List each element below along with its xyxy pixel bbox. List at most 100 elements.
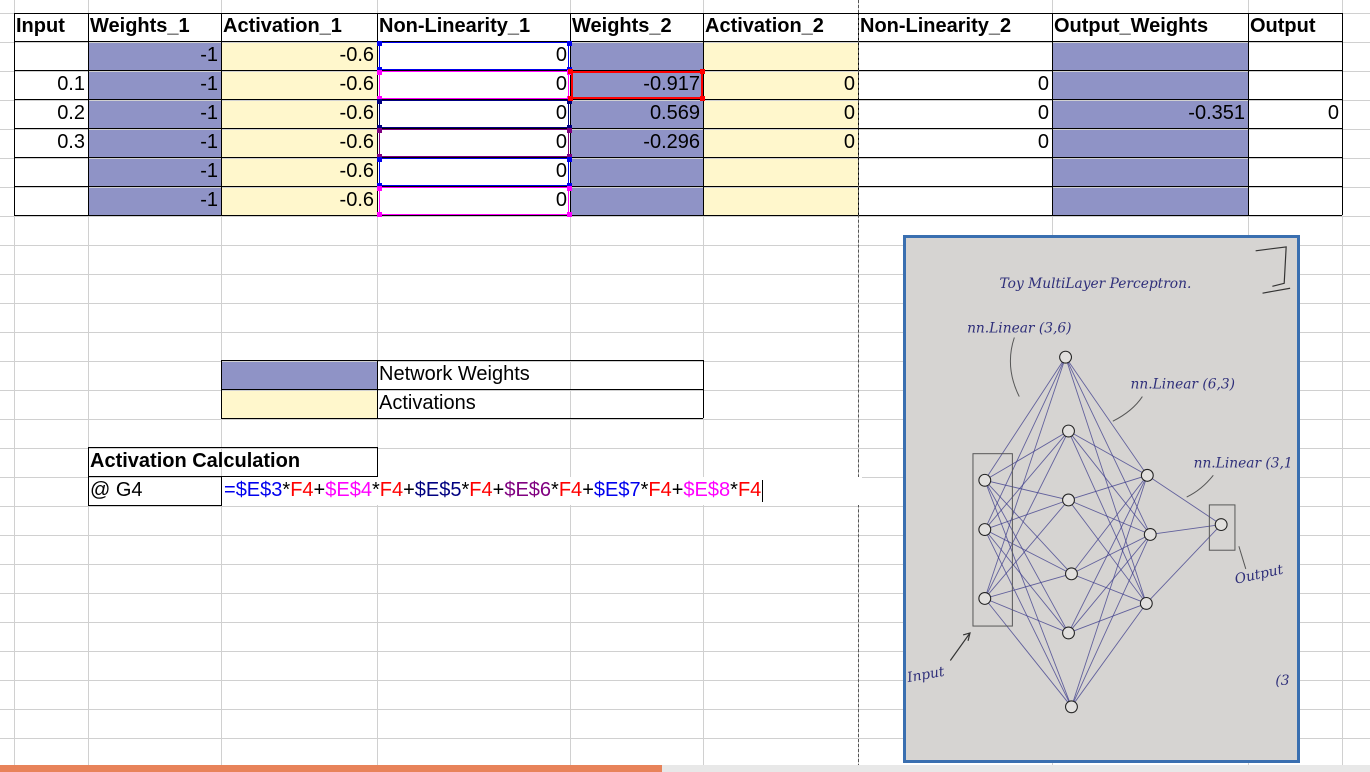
table-cell[interactable]: 0 — [555, 102, 567, 124]
column-header[interactable]: Non-Linearity_2 — [860, 15, 1012, 37]
connection-line — [1068, 499, 1147, 604]
table-cell[interactable]: 0 — [1037, 102, 1049, 124]
table-cell[interactable] — [1052, 42, 1248, 70]
perceptron-sketch-image[interactable]: Toy MultiLayer Perceptron. nn.Linear (3,6… — [903, 235, 1300, 763]
table-cell[interactable]: 0 — [843, 131, 855, 153]
table-cell[interactable] — [14, 158, 88, 186]
horizontal-scrollbar-track[interactable] — [0, 765, 1370, 772]
formula-token: F4 — [737, 479, 762, 501]
table-cell[interactable]: -0.351 — [1188, 102, 1245, 124]
table-cell[interactable]: 0 — [555, 189, 567, 211]
reference-highlight — [379, 187, 569, 215]
table-cell[interactable]: -0.917 — [643, 73, 700, 95]
table-cell[interactable]: -1 — [200, 44, 218, 66]
table-cell[interactable]: -0.6 — [339, 131, 374, 153]
connection-line — [1068, 499, 1151, 535]
table-cell[interactable] — [570, 42, 703, 70]
neuron-node — [1139, 596, 1153, 610]
reference-handle — [567, 99, 572, 104]
table-cell[interactable] — [14, 187, 88, 215]
connection-line — [1068, 430, 1151, 535]
output-weights-fill — [1052, 186, 1248, 215]
table-hborder — [14, 215, 1342, 216]
table-cell[interactable]: -1 — [200, 131, 218, 153]
table-cell[interactable] — [858, 158, 1052, 186]
formula-editor[interactable]: =$E$3*F4+$E$4*F4+$E$5*F4+$E$6*F4+$E$7*F4… — [222, 477, 862, 505]
table-cell[interactable] — [703, 42, 858, 70]
column-header[interactable]: Input — [16, 15, 65, 37]
connection-line — [984, 430, 1069, 481]
column-header[interactable]: Weights_2 — [572, 15, 672, 37]
table-cell[interactable]: 0 — [843, 102, 855, 124]
formula-token: F4 — [290, 479, 314, 501]
reference-handle — [567, 186, 572, 191]
table-cell[interactable]: 0 — [843, 73, 855, 95]
table-vborder — [14, 13, 15, 215]
reference-handle — [568, 69, 573, 74]
activation-2-fill — [703, 128, 858, 157]
connection-line — [984, 357, 1066, 599]
neuron-node — [1065, 567, 1078, 581]
reference-handle — [567, 183, 572, 188]
column-header[interactable]: Activation_2 — [705, 15, 824, 37]
table-cell[interactable] — [858, 187, 1052, 215]
table-cell[interactable]: 0 — [555, 44, 567, 66]
table-cell[interactable]: -0.6 — [339, 73, 374, 95]
table-cell[interactable]: -0.6 — [339, 160, 374, 182]
table-cell[interactable]: 0.1 — [57, 73, 85, 95]
table-cell[interactable]: -1 — [200, 102, 218, 124]
table-cell[interactable]: 0.2 — [57, 102, 85, 124]
table-cell[interactable] — [1248, 187, 1342, 215]
table-cell[interactable] — [570, 187, 703, 215]
table-cell[interactable] — [1248, 71, 1342, 99]
table-cell[interactable] — [703, 158, 858, 186]
column-header[interactable]: Weights_1 — [90, 15, 190, 37]
output-weights-fill — [1052, 41, 1248, 70]
activation-1-fill — [221, 186, 377, 215]
table-cell[interactable]: 0 — [555, 73, 567, 95]
table-cell[interactable] — [1052, 187, 1248, 215]
horizontal-scrollbar-thumb[interactable] — [0, 765, 662, 772]
table-cell[interactable] — [570, 158, 703, 186]
corner-mark: (3 — [1275, 673, 1289, 689]
weights-2-fill — [570, 128, 703, 157]
column-header[interactable]: Output — [1250, 15, 1316, 37]
table-cell[interactable] — [1052, 129, 1248, 157]
table-cell[interactable]: -1 — [200, 189, 218, 211]
connection-line — [1071, 534, 1151, 707]
table-vborder — [1052, 13, 1053, 215]
table-cell[interactable]: 0 — [555, 160, 567, 182]
table-cell[interactable]: -1 — [200, 73, 218, 95]
table-cell[interactable]: 0 — [1037, 131, 1049, 153]
grid-hline — [0, 564, 1370, 565]
grid-hline — [0, 129, 1370, 130]
column-header[interactable]: Activation_1 — [223, 15, 342, 37]
table-cell[interactable] — [1052, 71, 1248, 99]
table-cell[interactable] — [1052, 158, 1248, 186]
table-vborder — [703, 13, 704, 215]
table-cell[interactable]: 0.3 — [57, 131, 85, 153]
table-cell[interactable]: -0.6 — [339, 189, 374, 211]
column-header[interactable]: Non-Linearity_1 — [379, 15, 531, 37]
connection-line — [984, 598, 1069, 634]
column-header[interactable]: Output_Weights — [1054, 15, 1209, 37]
table-cell[interactable] — [1248, 42, 1342, 70]
table-cell[interactable] — [14, 42, 88, 70]
table-cell[interactable] — [703, 187, 858, 215]
reference-handle — [377, 96, 382, 101]
table-cell[interactable] — [1248, 129, 1342, 157]
table-cell[interactable]: 0.569 — [649, 102, 700, 124]
table-cell[interactable]: -0.296 — [643, 131, 700, 153]
table-cell[interactable]: 0 — [555, 131, 567, 153]
table-cell[interactable]: 0 — [1037, 73, 1049, 95]
table-cell[interactable] — [1248, 158, 1342, 186]
table-cell[interactable]: -1 — [200, 160, 218, 182]
grid-hline — [0, 187, 1370, 188]
table-cell[interactable]: -0.6 — [339, 102, 374, 124]
table-cell[interactable] — [858, 42, 1052, 70]
table-cell[interactable]: 0 — [1327, 102, 1339, 124]
neuron-node — [1065, 700, 1078, 714]
weights-1-fill — [88, 128, 221, 157]
table-cell[interactable]: -0.6 — [339, 44, 374, 66]
